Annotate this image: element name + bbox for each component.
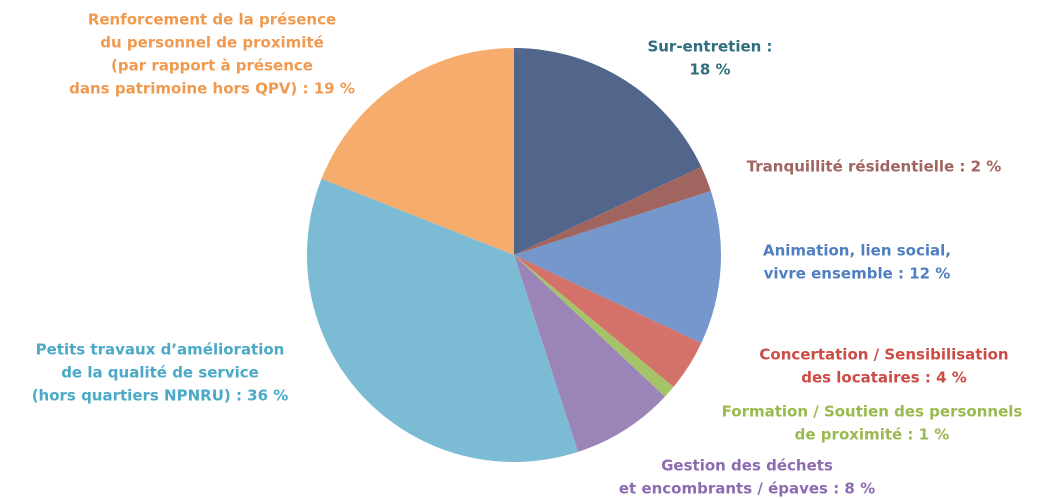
slice-label: dans patrimoine hors QPV) : 19 % (69, 80, 355, 98)
slice-label: (par rapport à présence (111, 57, 313, 75)
slice-label: Tranquillité résidentielle : 2 % (747, 158, 1002, 176)
slice (514, 255, 674, 397)
slice (321, 48, 514, 255)
slice-label: Gestion des déchets (661, 457, 833, 475)
slice-label: Sur-entretien : (647, 38, 772, 56)
slice-label: des locataires : 4 % (801, 369, 967, 387)
slice (306, 178, 578, 462)
slice-label: Formation / Soutien des personnels (722, 403, 1023, 421)
slice (514, 191, 722, 344)
slice (514, 166, 711, 255)
slice-label: Animation, lien social, (763, 242, 951, 260)
slice-label: Renforcement de la présence (88, 11, 336, 29)
slice-label: Petits travaux d’amélioration (36, 341, 285, 359)
slice-label: 18 % (689, 61, 730, 79)
slice-label: et encombrants / épaves : 8 % (619, 480, 875, 498)
slice-label: de proximité : 1 % (795, 426, 950, 444)
slice-label: Concertation / Sensibilisation (759, 346, 1008, 364)
slice-label: vivre ensemble : 12 % (764, 265, 951, 283)
slice (514, 255, 702, 387)
slice-label: du personnel de proximité (100, 34, 324, 52)
slice (514, 48, 702, 255)
slice-label: de la qualité de service (61, 364, 259, 382)
slice-label: (hors quartiers NPNRU) : 36 % (32, 387, 289, 405)
slice (514, 255, 665, 452)
